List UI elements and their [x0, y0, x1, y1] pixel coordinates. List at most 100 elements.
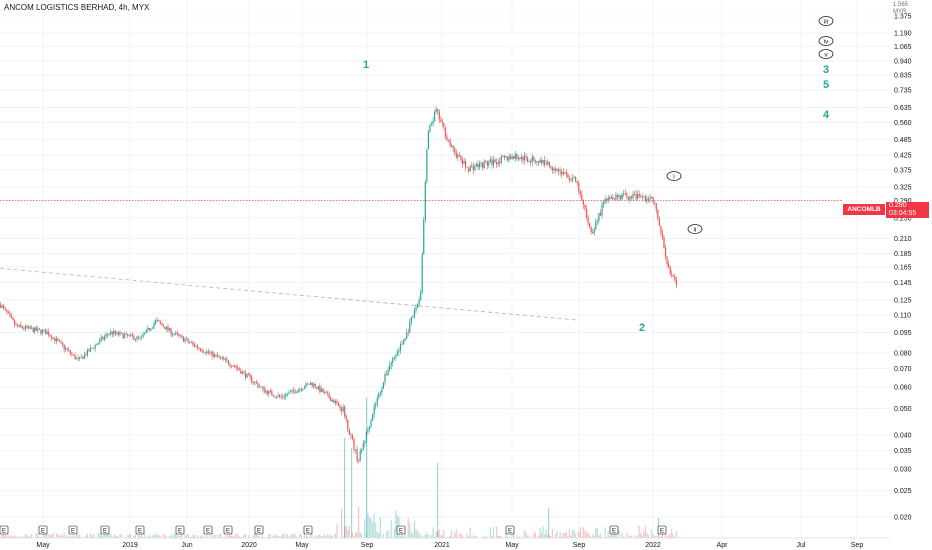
volume-bar [376, 531, 378, 538]
volume-bar [221, 536, 223, 538]
volume-bar [291, 534, 293, 538]
volume-bar [282, 533, 284, 538]
volume-bar [328, 535, 330, 538]
volume-bar [449, 535, 451, 538]
earnings-marker [135, 525, 145, 535]
volume-bar [550, 535, 552, 538]
candle-body [517, 157, 519, 160]
candle-body [632, 193, 634, 198]
volume-bar [472, 535, 474, 538]
wave-label-2: 2 [639, 322, 645, 334]
candle-body [271, 391, 273, 395]
candle-body [494, 159, 496, 163]
candle-body [153, 323, 155, 328]
volume-bar [409, 522, 411, 538]
candle-body [85, 354, 87, 356]
volume-bar [528, 536, 530, 538]
candle-body [361, 449, 363, 452]
volume-bar [178, 536, 180, 538]
candle-body [382, 382, 385, 389]
volume-bar [294, 534, 296, 538]
candle-body [111, 331, 113, 335]
volume-bar [675, 531, 677, 538]
candle-body [463, 161, 465, 164]
x-tick-label: Jul [797, 542, 806, 549]
candle-body [240, 370, 242, 374]
volume-bar [382, 533, 385, 538]
volume-bar [97, 533, 99, 538]
volume-bar [29, 536, 31, 538]
volume-bar [330, 535, 332, 538]
volume-bar [435, 531, 437, 538]
candle-body [558, 169, 560, 172]
candle-body [279, 395, 281, 397]
volume-bar [616, 536, 619, 538]
volume-bar [483, 536, 485, 538]
candle-body [353, 439, 355, 450]
volume-bar [133, 535, 135, 538]
volume-bar [230, 535, 233, 538]
volume-bar [306, 536, 309, 538]
candle-body [556, 169, 558, 171]
wave-label-v: v [824, 51, 828, 58]
volume-bar [220, 533, 222, 538]
candle-body [415, 307, 417, 311]
volume-bar [58, 535, 61, 538]
candle-body [249, 374, 251, 377]
candle-body [199, 348, 202, 351]
volume-bar [367, 512, 369, 538]
volume-bar [288, 536, 290, 538]
volume-bar [415, 528, 417, 538]
candle-body [373, 406, 375, 415]
candle-body [224, 359, 226, 360]
candle-body [328, 393, 330, 398]
candle-body [311, 382, 313, 386]
volume-bar [505, 532, 507, 538]
candle-body [103, 336, 106, 340]
candle-body [173, 334, 175, 335]
wave-circle [818, 36, 834, 46]
volume-bar [492, 526, 495, 538]
candle-body [274, 396, 276, 398]
currency-label: 1.565 MYR [893, 2, 908, 16]
candle-body [187, 338, 189, 342]
candle-body [128, 335, 130, 337]
volume-bar [86, 534, 88, 538]
volume-bar [237, 534, 239, 538]
candle-body [666, 256, 668, 265]
symbol-badge: ANCOMLB [843, 204, 885, 215]
candle-body [206, 351, 208, 354]
earnings-label: E [103, 529, 107, 535]
candle-body [668, 264, 670, 268]
candle-body [474, 166, 476, 170]
candle-body [403, 340, 405, 345]
candle-body [201, 350, 203, 352]
volume-bar [99, 533, 101, 538]
candle-body [451, 145, 453, 147]
candle-body [40, 329, 42, 334]
volume-bar [162, 534, 164, 538]
volume-bar [581, 536, 583, 538]
volume-bar [60, 534, 62, 538]
candle-body [227, 360, 230, 365]
candle-body [381, 388, 383, 393]
candle-body [176, 332, 178, 334]
volume-bar [227, 535, 230, 538]
candle-body [255, 381, 257, 384]
candle-body [198, 347, 200, 349]
candle-body [488, 161, 490, 166]
candle-body [542, 159, 544, 164]
candle-body [375, 404, 377, 407]
candle-body [607, 197, 609, 201]
volume-bar [226, 534, 228, 538]
volume-bar [134, 534, 137, 538]
candle-body [66, 348, 68, 350]
candle-body [52, 337, 54, 339]
candle-body [440, 119, 442, 122]
volume-bar [75, 534, 78, 538]
volume-bar [627, 536, 629, 538]
candle-body [621, 194, 623, 200]
x-tick-label: 2022 [645, 542, 661, 549]
volume-bar [389, 536, 391, 538]
